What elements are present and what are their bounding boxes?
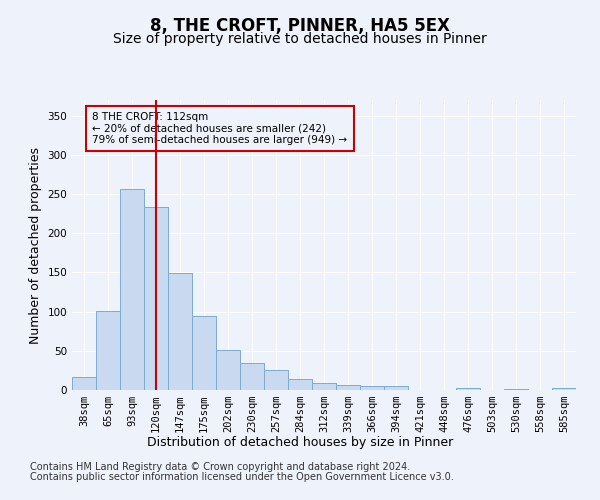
Text: Distribution of detached houses by size in Pinner: Distribution of detached houses by size … [147, 436, 453, 449]
Y-axis label: Number of detached properties: Number of detached properties [29, 146, 42, 344]
Bar [456, 388, 480, 390]
Bar [384, 386, 408, 390]
Bar [264, 370, 288, 390]
Bar [288, 379, 312, 390]
Bar [552, 388, 576, 390]
Bar [144, 206, 168, 390]
Bar [360, 386, 384, 390]
Bar [504, 389, 528, 390]
Bar [168, 273, 192, 390]
Text: Contains public sector information licensed under the Open Government Licence v3: Contains public sector information licen… [30, 472, 454, 482]
Text: Size of property relative to detached houses in Pinner: Size of property relative to detached ho… [113, 32, 487, 46]
Bar [240, 362, 264, 390]
Bar [216, 350, 240, 390]
Bar [336, 384, 360, 390]
Bar [192, 316, 216, 390]
Bar [72, 376, 96, 390]
Bar [96, 311, 120, 390]
Text: 8 THE CROFT: 112sqm
← 20% of detached houses are smaller (242)
79% of semi-detac: 8 THE CROFT: 112sqm ← 20% of detached ho… [92, 112, 347, 145]
Text: 8, THE CROFT, PINNER, HA5 5EX: 8, THE CROFT, PINNER, HA5 5EX [150, 18, 450, 36]
Bar [120, 190, 144, 390]
Text: Contains HM Land Registry data © Crown copyright and database right 2024.: Contains HM Land Registry data © Crown c… [30, 462, 410, 472]
Bar [312, 383, 336, 390]
